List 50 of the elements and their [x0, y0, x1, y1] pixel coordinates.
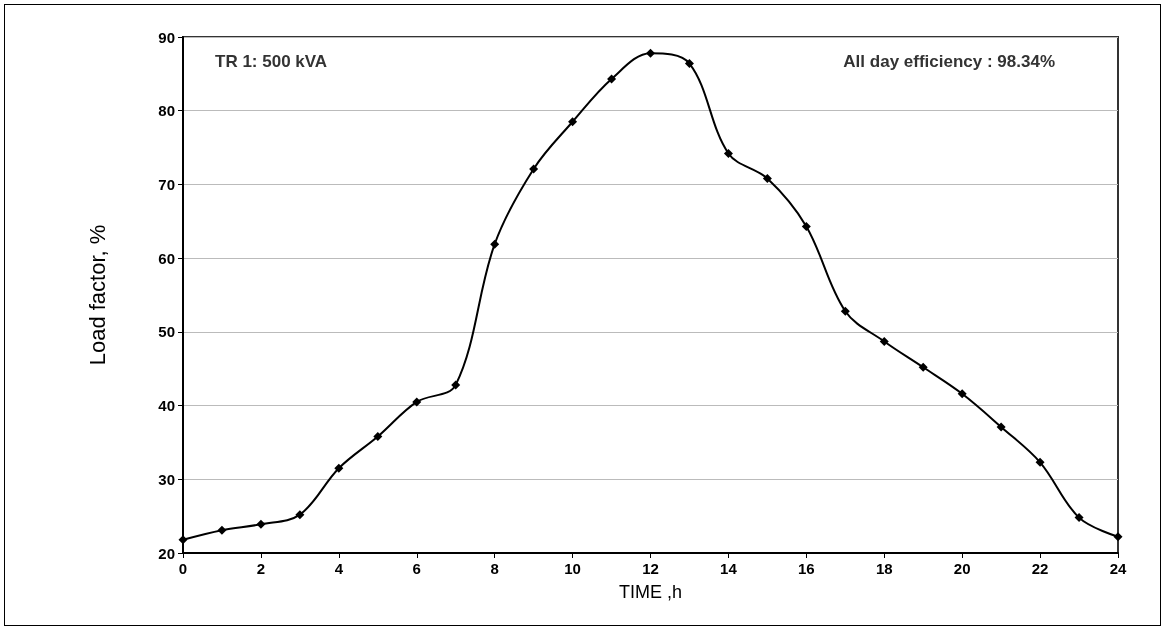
x-tick-label: 18 — [875, 560, 893, 577]
point — [451, 380, 461, 390]
point — [1074, 513, 1084, 523]
y-tick-label: 50 — [158, 323, 175, 341]
x-tick-label: 8 — [490, 560, 499, 577]
y-tick-label: 20 — [158, 544, 175, 562]
point — [1113, 532, 1123, 542]
x-tick-label: 10 — [564, 560, 581, 577]
x-tick-label: 14 — [720, 560, 738, 577]
point — [607, 74, 617, 84]
x-tick-label: 0 — [178, 560, 188, 577]
x-tick-label: 20 — [953, 560, 971, 577]
y-tick-label: 60 — [158, 249, 175, 267]
point — [334, 463, 344, 473]
point — [1035, 457, 1045, 467]
x-tick-label: 2 — [256, 560, 266, 577]
y-tick-label: 80 — [158, 102, 175, 120]
y-tick-label: 40 — [158, 397, 175, 415]
point — [918, 362, 928, 372]
point — [490, 239, 500, 249]
point — [412, 397, 422, 407]
x-tick-label: 22 — [1031, 560, 1049, 577]
point — [840, 306, 850, 316]
point — [256, 519, 266, 529]
point — [723, 148, 733, 158]
point — [801, 221, 811, 231]
point — [996, 422, 1006, 432]
point — [762, 174, 772, 184]
x-tick-label: 12 — [642, 560, 659, 577]
x-tick-label: 24 — [1109, 560, 1127, 577]
point — [684, 59, 694, 69]
point — [178, 535, 188, 545]
point — [373, 432, 383, 442]
x-tick-label: 16 — [797, 560, 815, 577]
point — [217, 525, 227, 535]
point — [646, 48, 655, 58]
y-tick-label: 30 — [158, 470, 175, 488]
point — [295, 510, 305, 520]
x-tick-label: 6 — [412, 560, 421, 577]
point — [879, 336, 889, 346]
y-axis-title: Load factor, % — [84, 224, 110, 366]
x-axis-title: TIME ,h — [618, 582, 683, 602]
point — [957, 389, 967, 399]
x-tick-label: 4 — [334, 560, 344, 577]
annotation: All day efficiency : 98.34% — [843, 52, 1055, 71]
y-tick-label: 70 — [158, 175, 175, 193]
annotation: TR 1: 500 kVA — [215, 52, 328, 71]
point — [568, 117, 578, 127]
point — [529, 164, 539, 174]
y-tick-label: 90 — [158, 28, 175, 46]
